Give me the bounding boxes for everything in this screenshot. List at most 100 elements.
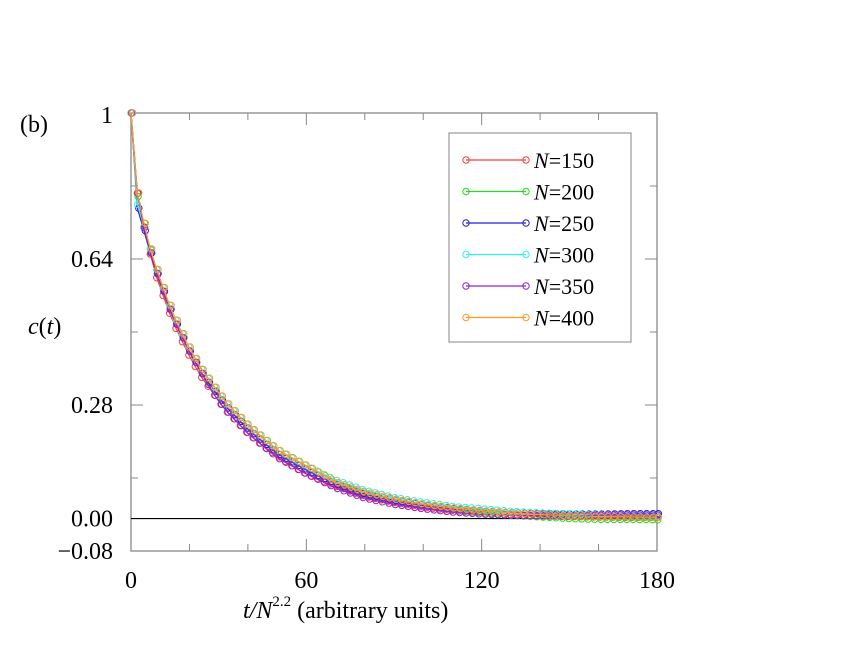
data-point-marker bbox=[230, 415, 239, 423]
x-tick-label: 120 bbox=[464, 568, 500, 594]
legend-marker-right bbox=[522, 187, 530, 196]
x-tick-label: 180 bbox=[639, 568, 675, 594]
data-point-marker bbox=[358, 485, 367, 494]
legend-marker-left bbox=[462, 250, 470, 259]
minor-ticks bbox=[131, 113, 657, 551]
data-point-marker bbox=[315, 468, 323, 476]
x-axis-tick-labels: 0 60 120 180 bbox=[125, 568, 675, 594]
legend-entry: N=250 bbox=[462, 211, 594, 236]
legend-label-value: =150 bbox=[549, 148, 594, 173]
legend-entry: N=150 bbox=[462, 148, 594, 173]
data-point-marker bbox=[334, 478, 342, 487]
legend-marker-right bbox=[522, 219, 530, 227]
y-tick-label: 0.28 bbox=[71, 393, 113, 419]
legend-marker-right bbox=[522, 156, 530, 164]
legend-box bbox=[448, 132, 632, 343]
legend-label-var: N bbox=[533, 306, 550, 331]
x-tick-label: 60 bbox=[294, 568, 318, 594]
legend-marker-left bbox=[462, 156, 470, 164]
data-point-marker bbox=[347, 483, 355, 491]
data-point-marker bbox=[302, 461, 310, 469]
legend-label-value: =200 bbox=[549, 180, 594, 205]
data-point-marker bbox=[160, 283, 169, 292]
data-point-marker bbox=[269, 450, 277, 458]
data-point-marker bbox=[353, 485, 362, 493]
data-point-marker bbox=[283, 450, 291, 458]
legend-label-var: N bbox=[533, 274, 550, 299]
data-point-marker bbox=[186, 343, 195, 351]
legend-label: N=350 bbox=[533, 274, 594, 299]
data-point-marker bbox=[135, 204, 143, 213]
legend-marker-left bbox=[462, 282, 470, 290]
x-axis-label-units: (arbitrary units) bbox=[297, 598, 448, 624]
y-tick-label: 1 bbox=[101, 103, 113, 129]
x-axis-label-exponent: 2.2 bbox=[272, 594, 291, 610]
data-point-marker bbox=[205, 374, 214, 382]
data-point-marker bbox=[328, 475, 336, 483]
y-axis-label: c(t) bbox=[28, 314, 61, 340]
data-point-marker bbox=[224, 408, 232, 416]
data-point-marker bbox=[340, 481, 349, 489]
data-point-marker bbox=[270, 442, 278, 450]
legend-marker-right bbox=[522, 282, 530, 290]
data-point-marker bbox=[263, 444, 271, 453]
data-point-marker bbox=[275, 455, 284, 463]
data-point-marker bbox=[339, 479, 347, 487]
data-point-marker bbox=[231, 407, 240, 415]
data-point-marker bbox=[649, 513, 657, 521]
data-point-marker bbox=[173, 316, 182, 324]
y-axis-label-arg: t bbox=[47, 314, 55, 340]
legend-label: N=400 bbox=[533, 306, 594, 331]
data-point-marker bbox=[654, 513, 663, 521]
data-point-marker bbox=[250, 434, 258, 442]
data-point-marker bbox=[218, 392, 227, 400]
data-point-marker bbox=[154, 265, 162, 274]
legend-label: N=300 bbox=[533, 243, 594, 268]
legend-marker-right bbox=[522, 250, 530, 259]
legend-label-var: N bbox=[533, 243, 550, 268]
data-point-marker bbox=[167, 301, 175, 309]
legend-label-value: =300 bbox=[549, 243, 594, 268]
data-series-layer bbox=[127, 109, 663, 524]
data-point-marker bbox=[244, 420, 252, 428]
legend-marker-right bbox=[522, 313, 530, 322]
data-point-marker bbox=[212, 383, 220, 391]
data-point-marker bbox=[308, 472, 316, 480]
data-point-marker bbox=[225, 400, 233, 408]
data-point-marker bbox=[282, 458, 290, 466]
data-point-marker bbox=[148, 245, 156, 253]
data-point-marker bbox=[141, 219, 150, 228]
data-point-marker bbox=[314, 475, 322, 483]
data-point-marker bbox=[257, 431, 265, 439]
panel-label: (b) bbox=[20, 112, 48, 138]
data-point-marker bbox=[135, 189, 143, 197]
data-point-marker bbox=[301, 469, 309, 477]
data-point-marker bbox=[133, 200, 142, 209]
data-point-marker bbox=[263, 436, 272, 445]
legend-label-var: N bbox=[533, 211, 550, 236]
data-point-marker bbox=[276, 446, 284, 455]
legend-label-value: =250 bbox=[549, 211, 594, 236]
legend-marker-left bbox=[462, 187, 470, 196]
data-point-marker bbox=[250, 426, 259, 434]
data-point-marker bbox=[212, 387, 220, 395]
y-tick-label: −0.08 bbox=[57, 539, 113, 565]
x-axis-label-var: t/N bbox=[243, 598, 274, 624]
data-point-marker bbox=[295, 465, 303, 474]
data-point-marker bbox=[256, 439, 264, 447]
data-point-marker bbox=[237, 421, 245, 430]
series-N-400 bbox=[128, 109, 663, 521]
data-point-marker bbox=[321, 471, 329, 480]
data-point-marker bbox=[218, 400, 226, 408]
legend-label: N=150 bbox=[533, 148, 594, 173]
series-line bbox=[130, 112, 657, 518]
data-point-marker bbox=[180, 329, 188, 338]
data-point-marker bbox=[320, 478, 329, 487]
data-point-marker bbox=[128, 109, 137, 117]
legend-label-value: =350 bbox=[549, 274, 594, 299]
legend-entry: N=200 bbox=[462, 180, 594, 205]
data-point-marker bbox=[295, 457, 304, 465]
data-point-marker bbox=[352, 483, 360, 491]
